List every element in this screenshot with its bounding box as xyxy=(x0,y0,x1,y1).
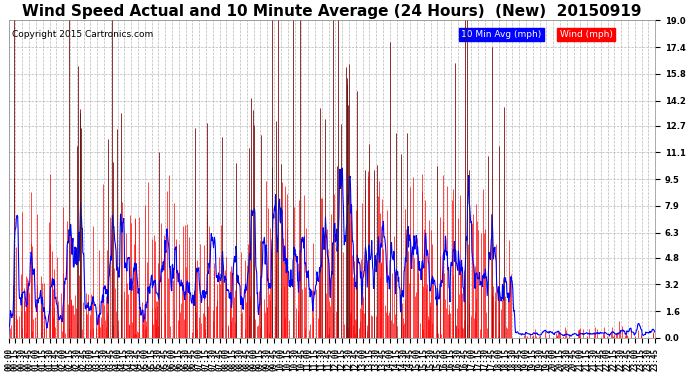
Text: 10 Min Avg (mph): 10 Min Avg (mph) xyxy=(462,30,542,39)
Title: Wind Speed Actual and 10 Minute Average (24 Hours)  (New)  20150919: Wind Speed Actual and 10 Minute Average … xyxy=(22,4,642,19)
Text: Wind (mph): Wind (mph) xyxy=(560,30,613,39)
Text: Copyright 2015 Cartronics.com: Copyright 2015 Cartronics.com xyxy=(12,30,153,39)
